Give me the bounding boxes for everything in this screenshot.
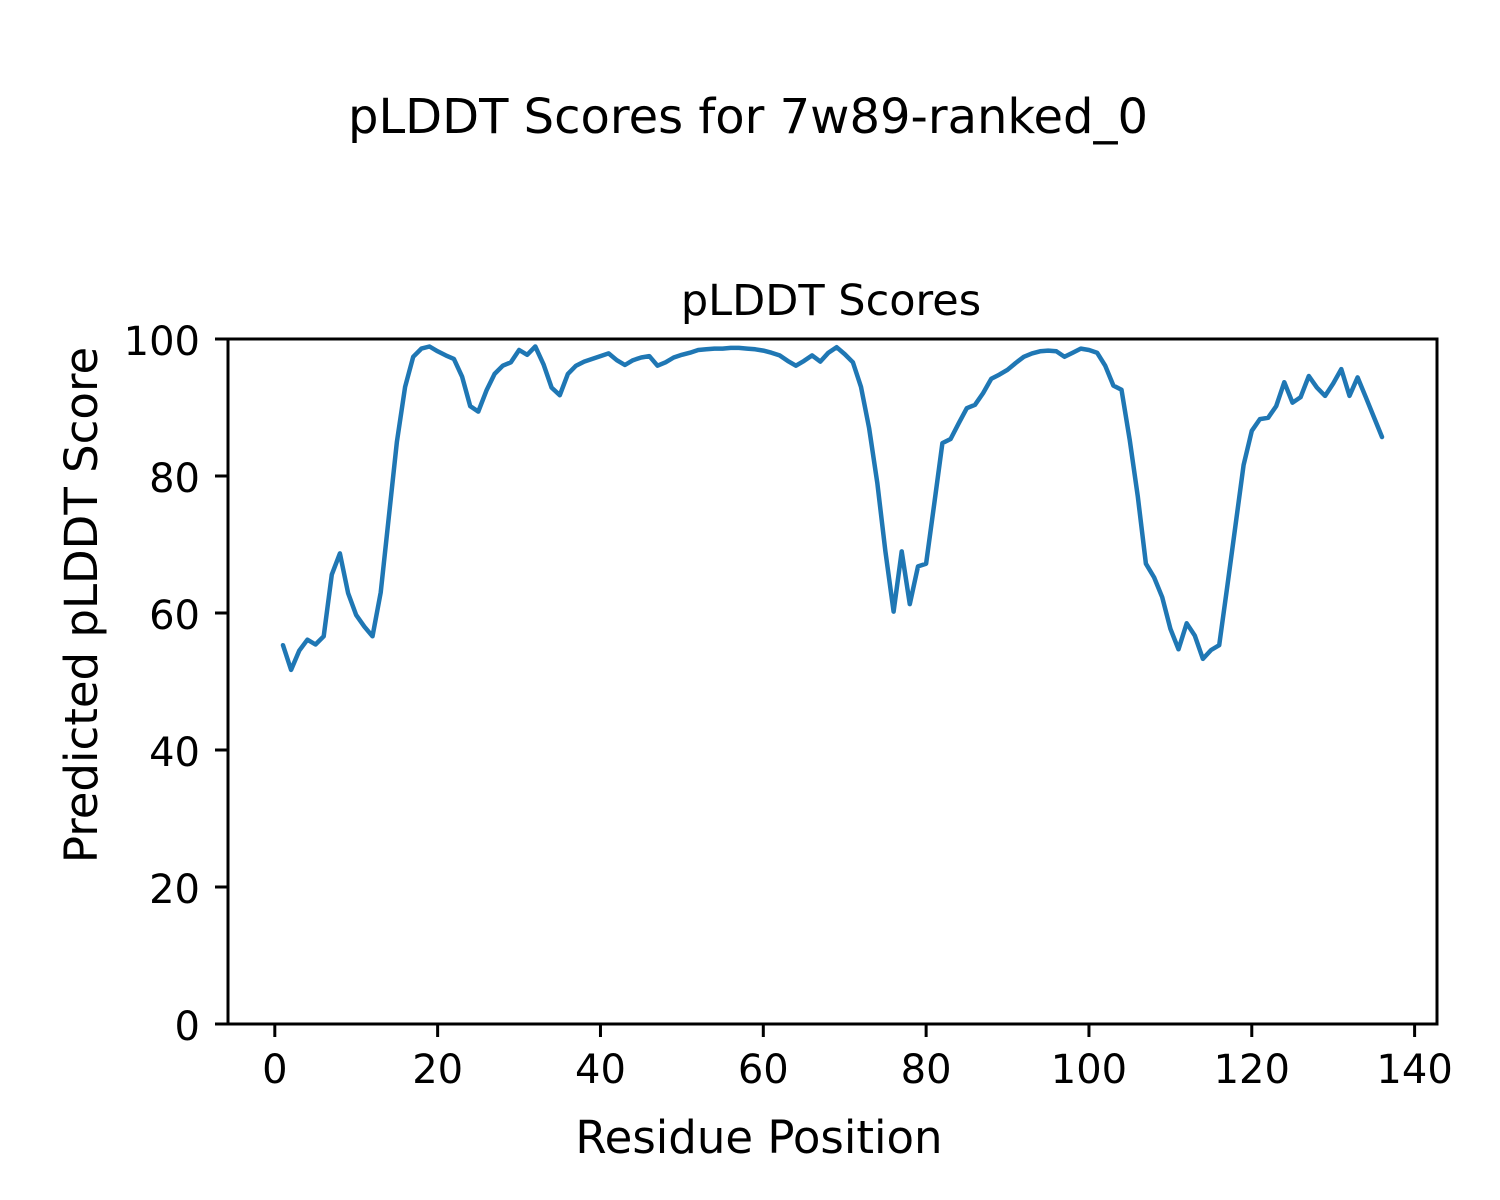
y-axis-ticks: 0 20 40 60 80 100 [124, 319, 228, 1050]
x-tick-label: 80 [901, 1047, 952, 1093]
y-tick-label: 0 [175, 1004, 200, 1050]
plot-border [226, 337, 1439, 1026]
axes-title: pLDDT Scores [681, 276, 981, 326]
y-tick-label: 20 [149, 867, 200, 913]
y-axis-label: Predicted pLDDT Score [55, 347, 108, 863]
x-tick-label: 0 [262, 1047, 287, 1093]
x-tick-label: 120 [1214, 1047, 1290, 1093]
y-tick-label: 60 [149, 593, 200, 639]
plddt-line-series [280, 344, 1385, 673]
x-tick-label: 60 [738, 1047, 789, 1093]
x-tick-label: 140 [1376, 1047, 1452, 1093]
x-axis-label: Residue Position [575, 1111, 942, 1164]
figure-suptitle: pLDDT Scores for 7w89-ranked_0 [348, 89, 1148, 145]
y-tick-label: 40 [149, 730, 200, 776]
x-tick-label: 100 [1051, 1047, 1127, 1093]
x-tick-label: 20 [412, 1047, 463, 1093]
x-axis-ticks: 0 20 40 60 80 100 120 140 [262, 1024, 1453, 1093]
x-tick-label: 40 [575, 1047, 626, 1093]
y-tick-label: 80 [149, 456, 200, 502]
y-tick-label: 100 [124, 319, 200, 365]
